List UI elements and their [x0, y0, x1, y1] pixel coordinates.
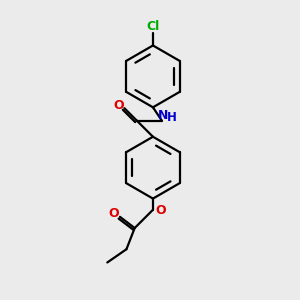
Text: O: O — [155, 204, 166, 217]
Text: O: O — [113, 99, 124, 112]
Text: O: O — [108, 207, 119, 220]
Text: N: N — [158, 109, 168, 122]
Text: H: H — [167, 111, 177, 124]
Text: Cl: Cl — [146, 20, 160, 33]
